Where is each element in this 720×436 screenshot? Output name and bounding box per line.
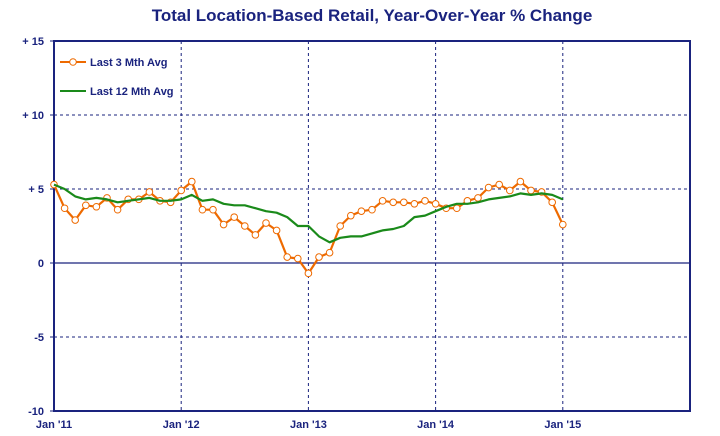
- data-point: [294, 254, 302, 263]
- gridlines: [54, 41, 690, 411]
- data-point: [527, 186, 535, 195]
- data-point: [453, 204, 461, 213]
- data-point: [474, 194, 482, 202]
- y-tick-label: -10: [28, 406, 44, 418]
- data-point: [548, 198, 557, 207]
- data-point: [230, 213, 238, 221]
- data-point: [368, 205, 376, 214]
- data-point: [431, 200, 440, 208]
- data-point: [262, 219, 270, 227]
- legend-marker: [69, 58, 77, 66]
- y-tick-label: + 5: [28, 184, 44, 196]
- series-group: [50, 177, 567, 278]
- data-point: [516, 177, 525, 186]
- data-point: [304, 269, 313, 278]
- y-tick-label: + 10: [22, 110, 44, 122]
- data-point: [145, 188, 154, 196]
- data-point: [506, 186, 514, 195]
- x-axis-ticks: Jan '11 Jan '12 Jan '13 Jan '14 Jan '15: [36, 419, 581, 431]
- data-point: [177, 186, 185, 195]
- data-point: [92, 202, 101, 211]
- data-point: [283, 253, 292, 261]
- data-point: [71, 216, 79, 224]
- y-tick-label: 0: [38, 258, 44, 270]
- x-tick-label: Jan '11: [36, 419, 72, 431]
- legend: Last 3 Mth Avg Last 12 Mth Avg: [60, 57, 174, 98]
- data-point: [251, 231, 260, 239]
- data-point: [559, 220, 567, 229]
- data-point: [209, 205, 217, 214]
- data-point: [389, 198, 398, 207]
- legend-label: Last 3 Mth Avg: [90, 57, 167, 69]
- y-axis-ticks: + 15 + 10 + 5 0 -5 -10: [22, 36, 54, 418]
- plot-background: [53, 40, 691, 412]
- data-point: [495, 180, 504, 189]
- data-point: [113, 205, 122, 214]
- data-point: [410, 200, 419, 208]
- x-tick-label: Jan '14: [417, 419, 455, 431]
- data-point: [400, 198, 408, 207]
- data-point: [198, 205, 207, 214]
- data-point: [82, 201, 90, 210]
- legend-label: Last 12 Mth Avg: [90, 86, 174, 98]
- data-point: [241, 222, 249, 230]
- data-point: [315, 253, 323, 261]
- data-point: [378, 197, 387, 205]
- x-tick-label: Jan '12: [163, 419, 200, 431]
- data-point: [272, 226, 281, 235]
- data-point: [325, 248, 334, 257]
- data-point: [60, 204, 69, 213]
- x-tick-label: Jan '13: [290, 419, 327, 431]
- y-tick-label: + 15: [22, 36, 44, 48]
- data-point: [347, 211, 355, 220]
- data-point: [357, 207, 366, 215]
- data-point: [421, 197, 429, 205]
- data-point: [484, 183, 493, 192]
- data-point: [219, 220, 228, 229]
- y-tick-label: -5: [34, 332, 44, 344]
- data-point: [336, 222, 345, 230]
- series-line-last-12-mth-avg: [53, 183, 564, 244]
- data-point: [188, 177, 196, 186]
- plot-area: [53, 40, 691, 412]
- x-tick-label: Jan '15: [544, 419, 581, 431]
- chart-title: Total Location-Based Retail, Year-Over-Y…: [152, 6, 593, 25]
